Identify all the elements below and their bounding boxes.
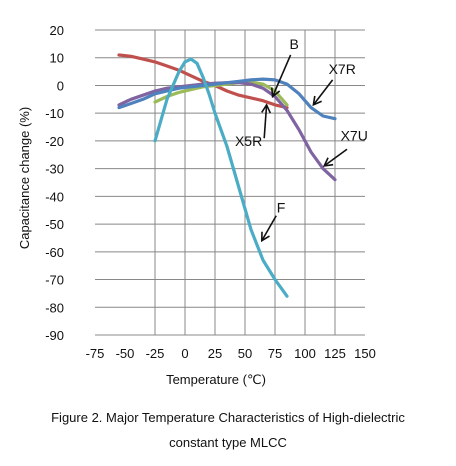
series-lines (117, 53, 337, 298)
x-tick-label: 150 (354, 346, 376, 361)
x-tick-label: -50 (116, 346, 135, 361)
annotation-arrow-x5r (263, 104, 268, 139)
series-line-f (153, 57, 289, 298)
series-line-x7r (117, 77, 337, 121)
x-tick-label: 25 (208, 346, 222, 361)
annotation-arrow-x7u (323, 148, 348, 167)
arrowhead (270, 87, 281, 99)
annotation-arrow-b (271, 54, 292, 97)
y-tick-label: 10 (50, 51, 64, 66)
x-tick-label: -25 (146, 346, 165, 361)
y-tick-label: 20 (50, 23, 64, 38)
y-tick-label: -50 (45, 217, 64, 232)
arrowhead (261, 103, 272, 114)
arrowhead (322, 157, 334, 167)
annotation-arrows: B X7R X5R X7U F (235, 36, 368, 243)
series-annotation-label: X7R (329, 61, 356, 77)
x-tick-label: 125 (324, 346, 346, 361)
y-tick-label: -20 (45, 134, 64, 149)
arrowhead (260, 231, 270, 243)
x-tick-label: 50 (238, 346, 252, 361)
grid (95, 29, 365, 336)
y-tick-label: -30 (45, 162, 64, 177)
y-tick-label: 0 (57, 78, 64, 93)
annotation-arrow-x7r (312, 79, 334, 106)
annotation-arrow-f (261, 215, 277, 242)
series-annotation-label: X5R (235, 133, 262, 149)
figure-caption-line-1: Figure 2. Major Temperature Characterist… (51, 410, 405, 425)
series-annotation-label: B (290, 36, 299, 52)
arrowhead (312, 95, 322, 107)
x-axis-label: Temperature (℃) (166, 372, 266, 387)
series-annotation-label: X7U (341, 127, 368, 143)
y-tick-label: -70 (45, 273, 64, 288)
y-tick-label: -60 (45, 245, 64, 260)
y-tick-label: -90 (45, 328, 64, 343)
y-tick-label: -40 (45, 189, 64, 204)
y-tick-label: -80 (45, 300, 64, 315)
y-tick-label: -10 (45, 106, 64, 121)
x-tick-label: 75 (268, 346, 282, 361)
x-tick-label: 0 (181, 346, 188, 361)
figure-caption-line-2: constant type MLCC (169, 435, 287, 450)
x-tick-label: -75 (86, 346, 105, 361)
y-axis-label: Capacitance change (%) (17, 107, 32, 249)
x-tick-label: 100 (294, 346, 316, 361)
series-annotation-label: F (277, 199, 286, 215)
